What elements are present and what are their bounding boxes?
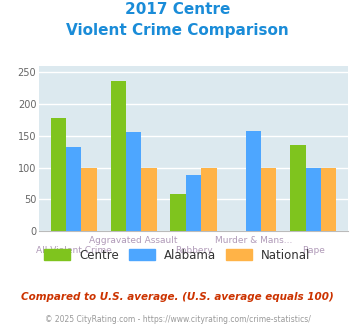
Bar (66, 147, 81, 231)
Bar (170, 194, 186, 231)
Bar (126, 132, 141, 231)
Bar (321, 168, 337, 231)
Text: © 2025 CityRating.com - https://www.cityrating.com/crime-statistics/: © 2025 CityRating.com - https://www.city… (45, 315, 310, 324)
Text: Aggravated Assault: Aggravated Assault (89, 236, 178, 245)
Text: Rape: Rape (302, 246, 325, 255)
Bar (50, 118, 66, 231)
Text: All Violent Crime: All Violent Crime (36, 246, 111, 255)
Text: 2017 Centre: 2017 Centre (125, 2, 230, 16)
Legend: Centre, Alabama, National: Centre, Alabama, National (40, 244, 315, 266)
Bar (110, 81, 126, 231)
Bar (141, 168, 157, 231)
Text: Violent Crime Comparison: Violent Crime Comparison (66, 23, 289, 38)
Text: Robbery: Robbery (175, 246, 212, 255)
Bar (290, 145, 306, 231)
Bar (261, 168, 277, 231)
Bar (186, 175, 201, 231)
Bar (81, 168, 97, 231)
Bar (201, 168, 217, 231)
Bar (306, 168, 321, 231)
Bar (246, 131, 261, 231)
Text: Compared to U.S. average. (U.S. average equals 100): Compared to U.S. average. (U.S. average … (21, 292, 334, 302)
Text: Murder & Mans...: Murder & Mans... (215, 236, 292, 245)
